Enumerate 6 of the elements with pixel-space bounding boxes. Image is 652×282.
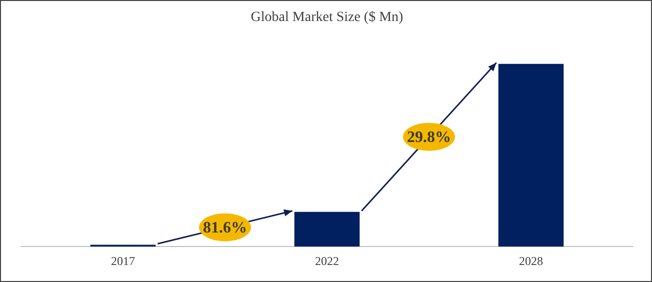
chart-title: Global Market Size ($ Mn) [250,10,404,26]
annotation: 81.6% [203,219,247,236]
x-tick-label: 2028 [519,254,543,268]
annotation: 29.8% [407,128,451,146]
x-tick-label: 2017 [111,254,135,268]
x-tick-label: 2022 [315,254,339,268]
